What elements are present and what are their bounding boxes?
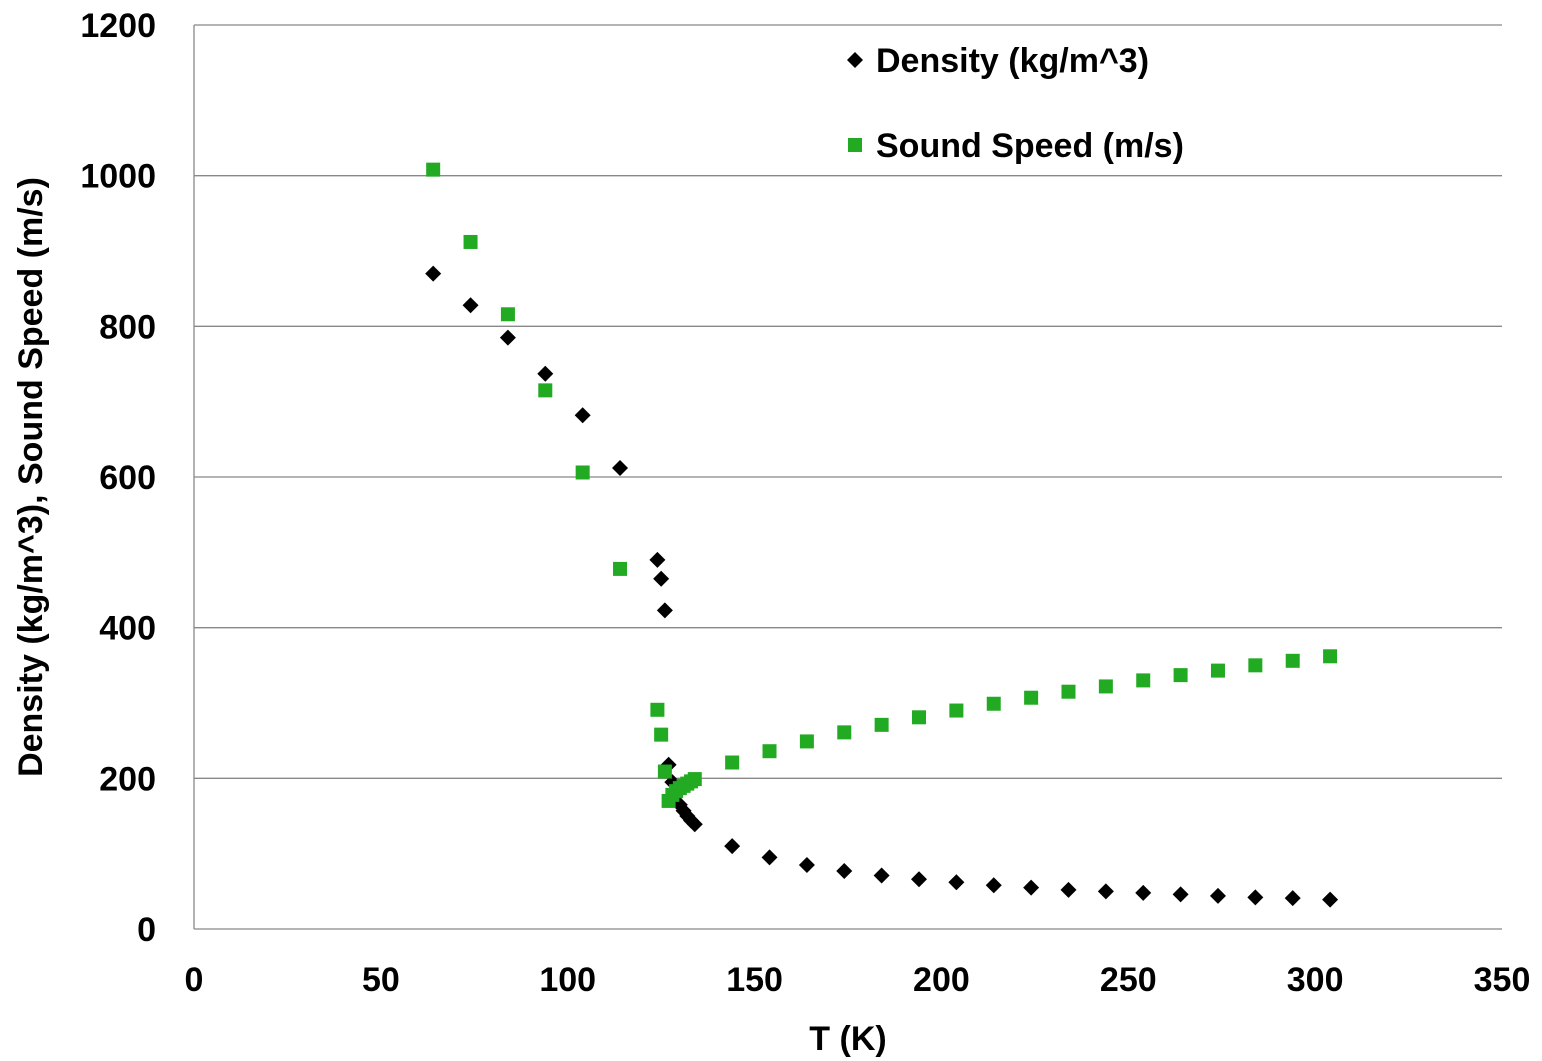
sound-speed-point bbox=[687, 772, 702, 787]
sound-speed-point bbox=[949, 703, 964, 718]
sound-speed-point bbox=[799, 734, 814, 749]
sound-speed-point bbox=[1210, 663, 1225, 678]
sound-speed-point bbox=[1098, 679, 1113, 694]
legend: Density (kg/m^3) Sound Speed (m/s) bbox=[847, 42, 1184, 165]
sound-speed-point bbox=[1285, 653, 1300, 668]
x-tick-label: 50 bbox=[362, 961, 400, 999]
sound-speed-point bbox=[500, 307, 515, 322]
density-point bbox=[425, 265, 442, 282]
density-point bbox=[1023, 879, 1040, 896]
x-tick-label: 100 bbox=[539, 961, 596, 999]
y-tick-label: 0 bbox=[137, 911, 156, 949]
y-tick-label: 200 bbox=[99, 760, 156, 798]
x-tick-label: 350 bbox=[1474, 961, 1531, 999]
y-tick-label: 800 bbox=[99, 308, 156, 346]
density-point bbox=[836, 862, 853, 879]
sound-speed-point bbox=[654, 727, 669, 742]
density-point bbox=[1135, 884, 1152, 901]
sound-speed-point bbox=[986, 696, 1001, 711]
density-point bbox=[911, 871, 928, 888]
y-tick-label: 1000 bbox=[80, 158, 156, 196]
density-point bbox=[1097, 883, 1114, 900]
sound-speed-point bbox=[538, 383, 553, 398]
sound-speed-point bbox=[1173, 668, 1188, 683]
density-point bbox=[873, 867, 890, 884]
grid-lines bbox=[194, 24, 1502, 779]
density-point bbox=[1209, 887, 1226, 904]
sound-speed-point bbox=[725, 755, 740, 770]
sound-speed-point bbox=[1136, 673, 1151, 688]
y-tick-labels: 0 200 400 600 800 1000 1200 bbox=[80, 7, 156, 949]
x-tick-label: 150 bbox=[726, 961, 783, 999]
sound-speed-point bbox=[762, 744, 777, 759]
density-point bbox=[649, 551, 666, 568]
density-point bbox=[724, 838, 741, 855]
density-point bbox=[761, 849, 778, 866]
sound-speed-point bbox=[613, 561, 628, 576]
legend-marker-density bbox=[847, 52, 863, 68]
x-tick-label: 0 bbox=[185, 961, 204, 999]
density-point bbox=[656, 602, 673, 619]
x-axis-title: T (K) bbox=[809, 1020, 886, 1058]
density-point bbox=[948, 874, 965, 891]
sound-speed-point bbox=[426, 162, 441, 177]
x-tick-label: 300 bbox=[1287, 961, 1344, 999]
density-point bbox=[1060, 881, 1077, 898]
density-point bbox=[462, 297, 479, 314]
density-point bbox=[1172, 886, 1189, 903]
density-point bbox=[1322, 891, 1339, 908]
sound-speed-point bbox=[837, 725, 852, 740]
series-sound-speed bbox=[426, 162, 1338, 808]
sound-speed-point bbox=[1061, 684, 1076, 699]
y-tick-label: 600 bbox=[99, 459, 156, 497]
legend-marker-sound-speed bbox=[848, 138, 862, 152]
density-point bbox=[1284, 890, 1301, 907]
sound-speed-point bbox=[650, 702, 665, 717]
x-tick-label: 200 bbox=[913, 961, 970, 999]
y-axis-title: Density (kg/m^3), Sound Speed (m/s) bbox=[12, 177, 50, 777]
data-points bbox=[425, 162, 1339, 908]
sound-speed-point bbox=[1024, 690, 1039, 705]
density-point bbox=[499, 329, 516, 346]
density-point bbox=[798, 856, 815, 873]
sound-speed-point bbox=[912, 710, 927, 725]
legend-label-sound-speed: Sound Speed (m/s) bbox=[876, 127, 1184, 165]
density-point bbox=[537, 365, 554, 382]
sound-speed-point bbox=[575, 465, 590, 480]
sound-speed-point bbox=[1323, 649, 1338, 664]
sound-speed-point bbox=[463, 234, 478, 249]
sound-speed-point bbox=[657, 764, 672, 779]
density-point bbox=[1247, 889, 1264, 906]
density-point bbox=[612, 459, 629, 476]
x-tick-labels: 0 50 100 150 200 250 300 350 bbox=[185, 961, 1531, 999]
y-tick-label: 400 bbox=[99, 610, 156, 648]
density-point bbox=[574, 407, 591, 424]
y-tick-label: 1200 bbox=[80, 7, 156, 45]
sound-speed-point bbox=[874, 717, 889, 732]
x-tick-label: 250 bbox=[1100, 961, 1157, 999]
density-point bbox=[653, 570, 670, 587]
legend-label-density: Density (kg/m^3) bbox=[876, 42, 1149, 80]
sound-speed-point bbox=[1248, 658, 1263, 673]
density-point bbox=[686, 816, 703, 833]
density-point bbox=[985, 877, 1002, 894]
